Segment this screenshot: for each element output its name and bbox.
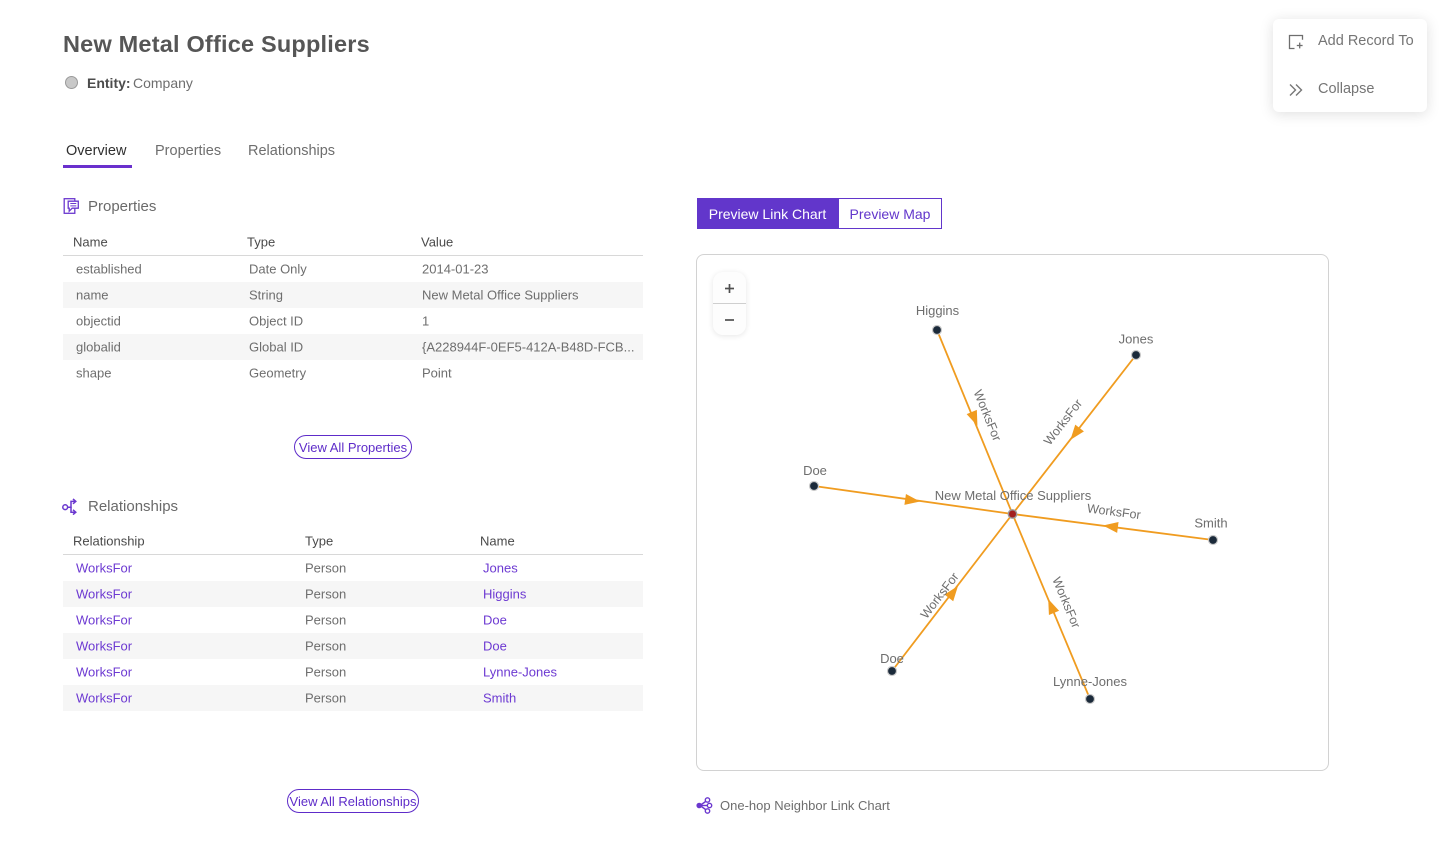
svg-text:Doe: Doe	[803, 463, 827, 478]
svg-text:Jones: Jones	[1119, 332, 1154, 347]
svg-text:WorksFor: WorksFor	[918, 570, 962, 621]
svg-text:Higgins: Higgins	[916, 303, 960, 318]
svg-text:WorksFor: WorksFor	[1049, 575, 1083, 630]
svg-text:WorksFor: WorksFor	[1086, 501, 1141, 522]
svg-text:WorksFor: WorksFor	[1041, 397, 1085, 448]
svg-text:New Metal Office Suppliers: New Metal Office Suppliers	[935, 488, 1092, 503]
svg-text:Smith: Smith	[1194, 516, 1227, 531]
svg-text:Lynne-Jones: Lynne-Jones	[1053, 674, 1127, 689]
svg-text:Doe: Doe	[880, 651, 904, 666]
